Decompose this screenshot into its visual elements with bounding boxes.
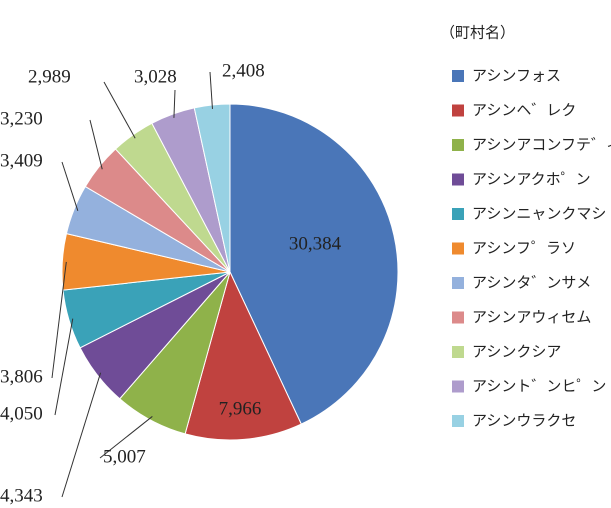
legend-swatch xyxy=(452,346,464,358)
legend-label: アシンアクホ゜ン xyxy=(472,170,591,188)
legend-swatch xyxy=(452,380,464,393)
legend-label: アシンアウィセム xyxy=(472,308,591,326)
data-label: 4,343 xyxy=(0,485,43,506)
legend-swatch xyxy=(452,70,464,82)
leader-line xyxy=(99,416,153,459)
leader-line xyxy=(209,71,213,109)
legend-label: アシンフォス xyxy=(472,67,561,85)
leader-line xyxy=(61,372,102,498)
data-label: 2,989 xyxy=(28,66,71,87)
legend-label: アシンウラクセ xyxy=(472,412,576,430)
data-label: 3,806 xyxy=(0,366,43,387)
leader-line xyxy=(103,81,136,139)
legend-swatch xyxy=(452,242,464,255)
leader-line xyxy=(173,89,176,118)
legend-label: アシンクシア xyxy=(472,343,561,361)
legend-label: アシンヘ゛レク xyxy=(472,101,576,119)
leader-line xyxy=(61,161,79,211)
data-label: 2,408 xyxy=(222,60,265,81)
legend-label: アシンタ゛ンサメ xyxy=(472,274,591,292)
data-label: 5,007 xyxy=(103,446,146,467)
leader-line xyxy=(89,119,103,170)
legend-swatch xyxy=(452,173,464,186)
legend-label: アシンフ゜ラソ xyxy=(472,239,576,257)
data-label: 7,966 xyxy=(219,398,262,419)
legend-swatch xyxy=(452,104,464,117)
data-label: 3,028 xyxy=(134,66,177,87)
leader-line xyxy=(54,318,74,416)
legend-label: アシンニャンクマシ xyxy=(472,205,606,223)
legend-label: アシント゛ンヒ゜ン xyxy=(472,377,606,395)
legend-swatch xyxy=(452,415,464,427)
legend-swatch xyxy=(452,139,464,151)
legend-title: （町村名） xyxy=(440,24,515,42)
data-label: 4,050 xyxy=(0,403,43,424)
data-label: 30,384 xyxy=(289,233,342,254)
pie-slice xyxy=(229,103,399,425)
data-label: 3,409 xyxy=(0,150,43,171)
data-label: 3,230 xyxy=(0,108,43,129)
legend-label: アシンアコンフテ゛ィ xyxy=(472,136,611,154)
legend-swatch xyxy=(452,208,464,220)
leader-line xyxy=(51,261,67,379)
pie-slice xyxy=(184,270,302,441)
legend-swatch xyxy=(452,311,464,324)
legend-swatch xyxy=(452,277,464,289)
